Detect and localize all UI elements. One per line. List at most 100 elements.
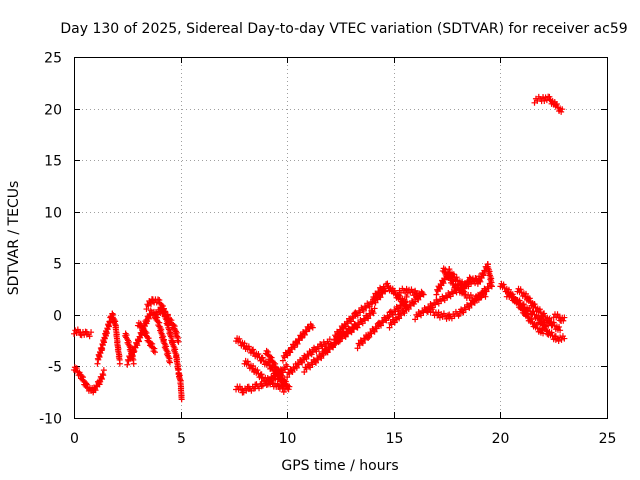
data-point	[136, 338, 143, 345]
data-point	[520, 301, 527, 308]
y-tick-label: 20	[44, 103, 62, 119]
data-point	[116, 360, 123, 367]
data-point	[303, 365, 310, 372]
axis-ticks: 0 5 10 15 20 25 -10 -5 0 5 10 15 20 25	[39, 51, 616, 448]
data-point	[101, 335, 108, 342]
data-point	[442, 313, 449, 320]
y-tick-label: 10	[44, 206, 62, 222]
data-point	[162, 308, 169, 315]
data-point	[399, 295, 406, 302]
chart-title: Day 130 of 2025, Sidereal Day-to-day VTE…	[60, 21, 627, 37]
data-point	[309, 361, 316, 368]
data-point	[284, 363, 291, 370]
data-point	[78, 372, 85, 379]
data-point	[86, 333, 93, 340]
data-point	[282, 378, 289, 385]
data-point	[402, 299, 409, 306]
data-point	[371, 305, 378, 312]
data-point	[373, 325, 380, 332]
data-point	[280, 389, 287, 396]
data-point	[324, 348, 331, 355]
data-point	[558, 108, 565, 115]
y-tick-label: -10	[39, 412, 62, 428]
data-point	[164, 311, 171, 318]
data-point	[485, 285, 492, 292]
data-point	[362, 317, 369, 324]
x-axis-label: GPS time / hours	[281, 458, 398, 474]
data-point	[546, 93, 553, 100]
data-point	[541, 310, 548, 317]
data-point	[92, 387, 99, 394]
data-point	[456, 311, 463, 318]
data-point	[440, 280, 447, 287]
data-point	[326, 345, 333, 352]
data-point	[407, 302, 414, 309]
data-point	[331, 337, 338, 344]
data-point	[344, 330, 351, 337]
data-point	[318, 353, 325, 360]
x-tick-label: 10	[279, 431, 297, 447]
data-point	[386, 324, 393, 331]
data-point	[377, 284, 384, 291]
y-axis-label: SDTVAR / TECUs	[6, 181, 22, 296]
data-point	[105, 323, 112, 330]
data-point	[439, 313, 446, 320]
data-point	[244, 358, 251, 365]
data-point	[255, 351, 262, 358]
data-point	[124, 361, 131, 368]
data-point	[385, 314, 392, 321]
data-point	[392, 308, 399, 315]
data-point	[388, 321, 395, 328]
data-point	[553, 101, 560, 108]
data-point	[178, 396, 185, 403]
x-tick-label: 20	[492, 431, 510, 447]
data-point	[466, 304, 473, 311]
data-point	[442, 266, 449, 273]
data-point	[286, 383, 293, 390]
data-point	[344, 320, 351, 327]
data-point	[386, 313, 393, 320]
data-point	[438, 311, 445, 318]
data-point	[477, 278, 484, 285]
data-point	[359, 340, 366, 347]
data-point	[101, 339, 108, 346]
data-point	[303, 355, 310, 362]
data-point	[433, 291, 440, 298]
data-point	[405, 306, 412, 313]
data-point	[104, 326, 111, 333]
data-point	[467, 291, 474, 298]
data-point	[94, 360, 101, 367]
data-point	[444, 312, 451, 319]
plot-frame	[74, 57, 608, 419]
data-point	[557, 327, 564, 334]
data-point	[301, 331, 308, 338]
data-point	[443, 315, 450, 322]
data-point	[335, 331, 342, 338]
data-point	[286, 370, 293, 377]
data-point	[96, 354, 103, 361]
data-point	[542, 323, 549, 330]
data-point	[556, 323, 563, 330]
data-point	[254, 367, 261, 374]
data-point	[312, 359, 319, 366]
data-point	[299, 359, 306, 366]
data-point	[143, 306, 150, 313]
data-point	[359, 320, 366, 327]
data-point	[100, 367, 107, 374]
y-tick-label: 15	[44, 154, 62, 170]
data-point	[561, 335, 568, 342]
data-point	[370, 310, 377, 317]
data-point	[137, 320, 144, 327]
data-point	[301, 368, 308, 375]
data-point	[127, 355, 134, 362]
data-point	[305, 352, 312, 359]
data-point	[418, 289, 425, 296]
data-point	[483, 288, 490, 295]
data-point	[561, 314, 568, 321]
data-point	[342, 333, 349, 340]
data-point	[482, 293, 489, 300]
data-points	[71, 93, 568, 403]
data-point	[391, 319, 398, 326]
data-point	[548, 329, 555, 336]
data-point	[130, 360, 137, 367]
